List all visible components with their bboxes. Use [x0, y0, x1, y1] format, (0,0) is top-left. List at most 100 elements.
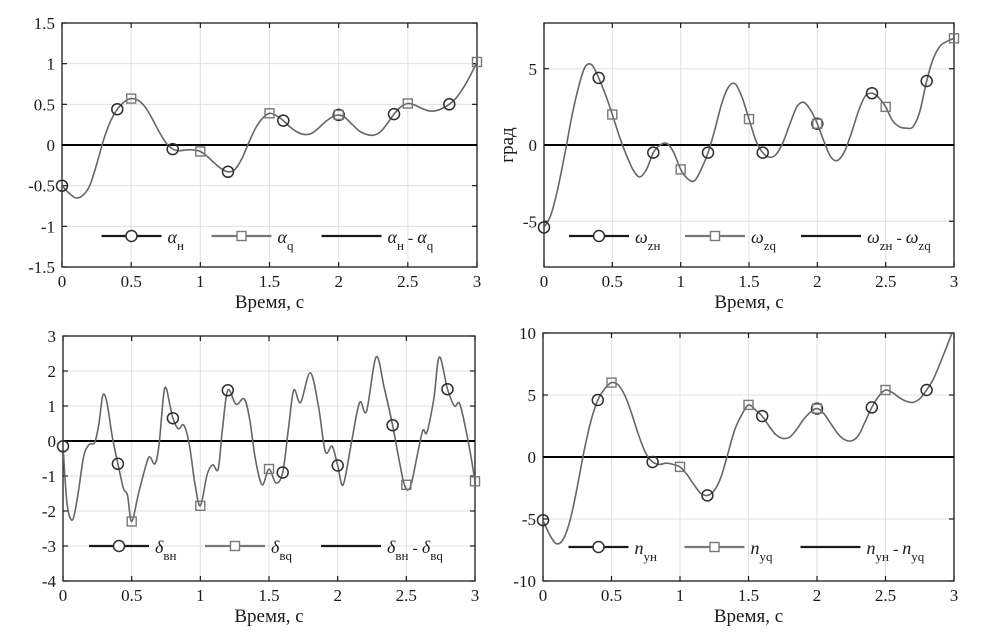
y-tick-label: 0.5 — [34, 95, 55, 114]
legend-item-2: ωzq — [685, 227, 776, 253]
x-tick-label: 2 — [813, 586, 822, 605]
y-tick-label: -1.5 — [28, 258, 55, 277]
x-tick-label: 3 — [950, 272, 959, 291]
legend-label: ωzн - ωzq — [867, 227, 931, 253]
legend: δвн δвq δвн - δвq — [89, 537, 443, 563]
tick-labels: 0 0.5 1 1.5 2 2.5 3 -1.5 -1 -0.5 0 0.5 1 1.5 — [28, 14, 481, 291]
y-tick-label: 0 — [48, 432, 57, 451]
markers-circle-series — [55, 98, 456, 192]
legend-label: nун - nуq — [867, 538, 925, 564]
y-tick-label: 0 — [529, 136, 538, 155]
tick-labels: 0 0.5 1 1.5 2 2.5 3 -10 -5 0 5 10 — [513, 324, 958, 605]
markers-square-series — [126, 463, 481, 527]
x-axis-label: Время, с — [235, 292, 304, 313]
x-tick-label: 0.5 — [121, 272, 142, 291]
x-tick-label: 1 — [196, 272, 205, 291]
y-tick-label: 1 — [47, 55, 56, 74]
legend-circle-marker-icon — [125, 229, 138, 243]
y-tick-label: 2 — [48, 362, 57, 381]
x-tick-label: 3 — [473, 272, 482, 291]
legend-label: αн — [168, 227, 184, 253]
legend: αн αq αн - αq — [101, 227, 434, 253]
x-tick-label: 1.5 — [738, 272, 759, 291]
y-tick-label: 5 — [528, 386, 537, 405]
y-tick-label: -4 — [42, 572, 57, 591]
x-tick-label: 0.5 — [601, 586, 622, 605]
x-tick-label: 1.5 — [258, 586, 279, 605]
markers-circle-series — [56, 382, 454, 479]
y-tick-label: 5 — [529, 60, 538, 79]
x-tick-label: 2 — [334, 272, 343, 291]
legend-label: nун — [635, 538, 658, 564]
response-curve — [544, 37, 954, 228]
x-axis-label: Время, с — [714, 292, 783, 313]
legend-label: αн - αq — [388, 227, 434, 253]
legend: ωzн ωzq ωzн - ωzq — [569, 227, 931, 253]
x-axis-label: Время, с — [234, 606, 303, 627]
x-tick-label: 1 — [676, 586, 685, 605]
legend-item-2: δвq — [205, 537, 293, 563]
legend-item-1: δвн — [89, 537, 177, 563]
y-tick-label: -2 — [42, 502, 56, 521]
y-tick-label: 0 — [47, 136, 56, 155]
x-tick-label: 0.5 — [602, 272, 623, 291]
legend-label: nуq — [751, 538, 774, 564]
y-tick-label: 3 — [48, 327, 57, 346]
x-tick-label: 0 — [540, 272, 549, 291]
y-tick-label: -5 — [523, 212, 537, 231]
legend-item-3: ωzн - ωzq — [801, 227, 931, 253]
legend-item-1: nун — [568, 538, 658, 564]
y-tick-label: -3 — [42, 537, 56, 556]
markers-circle-series — [537, 71, 933, 234]
x-tick-label: 2 — [813, 272, 822, 291]
y-tick-label: 1 — [48, 397, 57, 416]
x-tick-label: 2 — [333, 586, 342, 605]
legend-label: ωzн — [635, 227, 660, 253]
x-tick-label: 0 — [58, 272, 67, 291]
x-tick-label: 0 — [59, 586, 68, 605]
x-tick-label: 3 — [471, 586, 480, 605]
x-tick-label: 1.5 — [738, 586, 759, 605]
legend-circle-marker-icon — [112, 539, 126, 553]
legend-label: δвн — [155, 537, 177, 563]
y-tick-label: -1 — [41, 217, 55, 236]
legend-item-3: nун - nуq — [800, 538, 925, 564]
legend-item-3: δвн - δвq — [321, 537, 443, 563]
legend-item-3: αн - αq — [321, 227, 434, 253]
legend-square-marker-icon — [229, 540, 241, 552]
x-tick-label: 2.5 — [875, 272, 896, 291]
tick-labels: 0 0.5 1 1.5 2 2.5 3 -4 -3 -2 -1 0 1 2 3 — [42, 327, 479, 605]
markers-square-series — [607, 33, 960, 175]
x-tick-label: 2.5 — [396, 586, 417, 605]
markers-square-series — [606, 377, 891, 473]
y-tick-label: -1 — [42, 467, 56, 486]
markers-square-series — [125, 56, 483, 157]
legend-label: αq — [278, 227, 294, 253]
x-tick-label: 1.5 — [259, 272, 280, 291]
x-tick-label: 2.5 — [397, 272, 418, 291]
y-tick-label: 0 — [528, 448, 537, 467]
legend: nун nуq nун - nуq — [568, 538, 925, 564]
response-curve — [543, 333, 953, 545]
legend-circle-marker-icon — [592, 229, 606, 243]
legend-item-2: nуq — [684, 538, 774, 564]
legend-square-marker-icon — [709, 230, 721, 242]
x-tick-label: 3 — [950, 586, 959, 605]
legend-item-2: αq — [211, 227, 294, 253]
x-tick-label: 0 — [539, 586, 548, 605]
legend-item-1: αн — [101, 227, 184, 253]
plot-omega-z: 0 0.5 1 1.5 2 2.5 3 -5 0 5 Время, с град ωzн ωzq ωzн -… — [501, 22, 960, 313]
y-tick-label: 10 — [519, 324, 536, 343]
markers-circle-series — [536, 383, 933, 527]
legend-label: δвq — [271, 537, 293, 563]
x-tick-label: 0.5 — [121, 586, 142, 605]
x-tick-label: 2.5 — [875, 586, 896, 605]
y-tick-label: -0.5 — [28, 177, 55, 196]
legend-item-1: ωzн — [569, 227, 660, 253]
legend-label: ωzq — [751, 227, 776, 253]
x-tick-label: 1 — [196, 586, 205, 605]
y-tick-label: -5 — [522, 510, 536, 529]
